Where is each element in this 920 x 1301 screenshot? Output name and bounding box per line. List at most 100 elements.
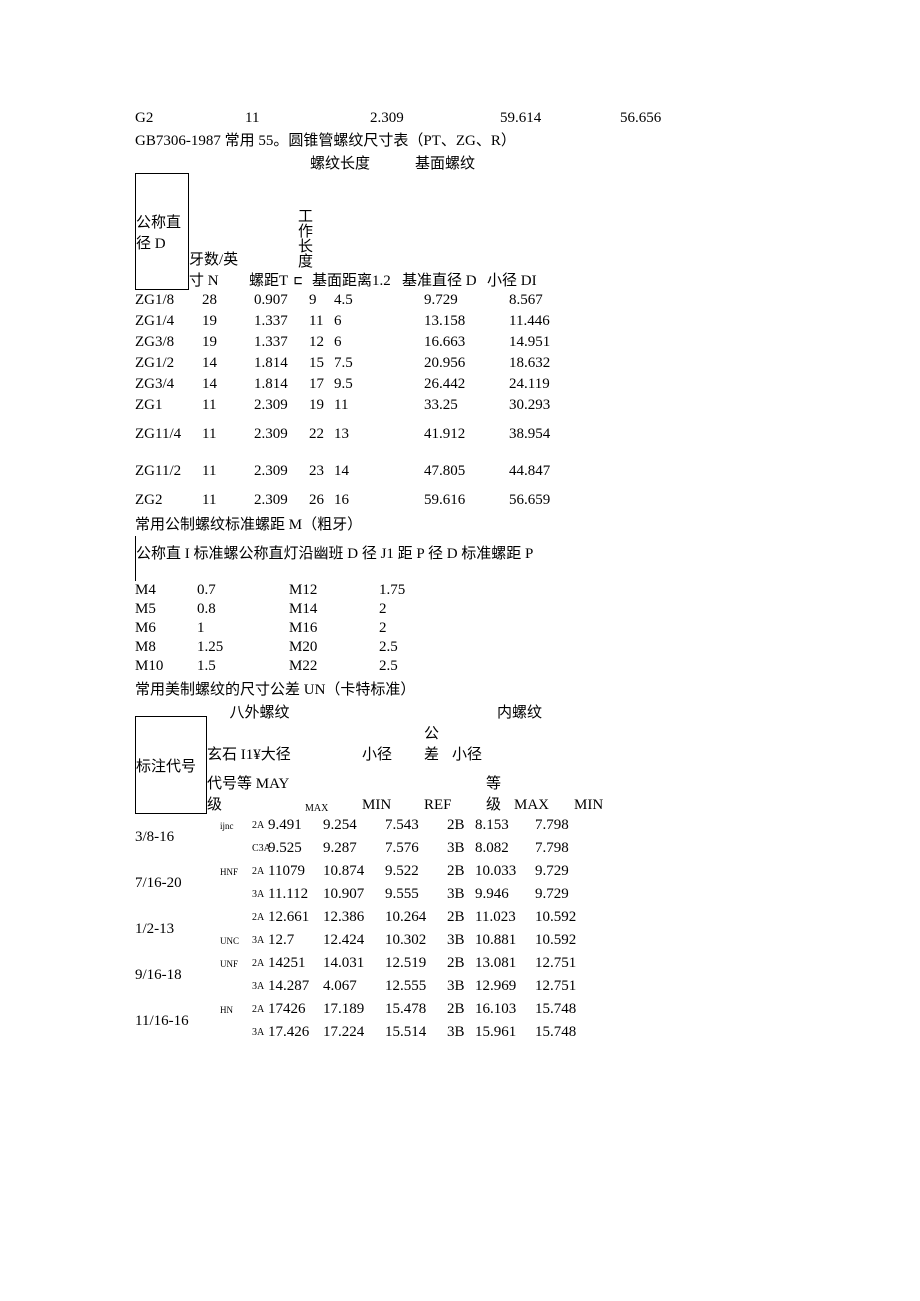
cell: 17.189: [323, 1001, 385, 1018]
cell: 11: [245, 110, 370, 127]
cell: 9: [309, 292, 334, 309]
cell: G2: [135, 110, 245, 127]
cell: 1.814: [254, 355, 309, 372]
cell: 1.337: [254, 313, 309, 330]
cell: 2.309: [254, 492, 309, 509]
cell: ZG1: [135, 397, 202, 414]
cell: 9.5: [334, 376, 424, 393]
cell: 10.592: [535, 932, 590, 949]
table-un: 标注代号 八外螺纹 内螺纹 玄石 I1¥大径 小径 公差 小径 代号等 MAY …: [135, 701, 790, 1044]
cell: 16.663: [424, 334, 509, 351]
table-row: M50.8M142: [135, 600, 790, 619]
cell: 8.153: [475, 817, 535, 834]
table-zg: 螺纹长度 基面螺纹 公称直径 D 牙数/英寸 N 螺距T 工作长度 ⊏ 基面距离…: [135, 152, 790, 511]
cell: 30.293: [509, 397, 589, 414]
cell: 0.8: [197, 601, 289, 618]
cell: 1.814: [254, 376, 309, 393]
cell: 6: [334, 334, 424, 351]
cell: 1.337: [254, 334, 309, 351]
cell: 3B: [447, 886, 475, 903]
cell: 12.555: [385, 978, 447, 995]
cell: ZG3/4: [135, 376, 202, 393]
cell: M6: [135, 620, 197, 637]
label: 小径 DI: [487, 269, 567, 290]
table-row: C3A9.5259.2877.5763B8.0827.798: [220, 837, 790, 860]
cell: 10.264: [385, 909, 447, 926]
table-row: ZG2112.309261659.61656.659: [135, 490, 790, 511]
cell: M14: [289, 601, 379, 618]
cell: 59.614: [500, 110, 620, 127]
cell: 14.287: [268, 978, 323, 995]
un-header: 标注代号 八外螺纹 内螺纹 玄石 I1¥大径 小径 公差 小径 代号等 MAY …: [135, 701, 790, 814]
cell: 16: [334, 492, 424, 509]
cell: 15: [309, 355, 334, 372]
cell: M4: [135, 582, 197, 599]
cell: 2: [379, 601, 449, 618]
cell: 15.748: [535, 1024, 590, 1041]
label: 螺距T: [249, 269, 294, 290]
cell: 1.25: [197, 639, 289, 656]
cell: 3A: [252, 1027, 268, 1038]
un-label: 11/16-16: [135, 1013, 220, 1030]
cell: 3B: [447, 840, 475, 857]
cell: 0.907: [254, 292, 309, 309]
label: 八外螺纹: [207, 701, 312, 722]
remark: ijnc: [220, 821, 252, 831]
label: 代号等 MAY 级: [207, 772, 305, 814]
un-group: 9/16-18UNF2A1425114.03112.5192B13.08112.…: [135, 952, 790, 998]
label: 小径: [452, 743, 512, 764]
cell: 4.5: [334, 292, 424, 309]
cell: 10.874: [323, 863, 385, 880]
table-row: UNF2A1425114.03112.5192B13.08112.751: [220, 952, 790, 975]
cell: 12.7: [268, 932, 323, 949]
cell: 3A: [252, 889, 268, 900]
cell: ZG11/2: [135, 463, 202, 480]
cell: 10.592: [535, 909, 590, 926]
un-group: 7/16-20HNF2A1107910.8749.5222B10.0339.72…: [135, 860, 790, 906]
cell: 17426: [268, 1001, 323, 1018]
table-m: 公称直 I 标准螺公称直灯沿幽班 D 径 J1 距 P 径 D 标准螺距 P M…: [135, 536, 790, 676]
cell: 10.302: [385, 932, 447, 949]
cell: 22: [309, 426, 334, 443]
cell: 0.7: [197, 582, 289, 599]
zg-header: 公称直径 D 牙数/英寸 N 螺距T 工作长度 ⊏ 基面距离1.2 基准直径 D…: [135, 173, 790, 290]
cell: 2.309: [254, 397, 309, 414]
cell: 4.067: [323, 978, 385, 995]
cell: 6: [334, 313, 424, 330]
cell: M10: [135, 658, 197, 675]
page-content: G2 11 2.309 59.614 56.656 GB7306-1987 常用…: [0, 0, 920, 1044]
cell: 14: [202, 376, 254, 393]
upper-label: 基面螺纹: [415, 152, 515, 173]
cell: 12: [309, 334, 334, 351]
cell: 15.961: [475, 1024, 535, 1041]
cell: 26: [309, 492, 334, 509]
table1-row: G2 11 2.309 59.614 56.656: [135, 110, 790, 127]
label: MAX: [305, 803, 315, 814]
cell: 13.081: [475, 955, 535, 972]
label: 小径: [362, 743, 424, 764]
cell: ZG1/4: [135, 313, 202, 330]
cell: 9.729: [424, 292, 509, 309]
label: 公差: [424, 722, 452, 764]
label: 工作长度 ⊏: [294, 208, 312, 290]
cell: 12.751: [535, 978, 590, 995]
box-cell: 公称直径 D: [135, 173, 189, 290]
cell: 11079: [268, 863, 323, 880]
un-label: 1/2-13: [135, 921, 220, 938]
cell: 9.729: [535, 863, 590, 880]
table-row: M81.25M202.5: [135, 638, 790, 657]
cell: 17: [309, 376, 334, 393]
cell: 24.119: [509, 376, 589, 393]
cell: 7.798: [535, 840, 590, 857]
cell: 12.519: [385, 955, 447, 972]
remark: HN: [220, 1005, 252, 1015]
cell: ZG2: [135, 492, 202, 509]
cell: 11: [202, 492, 254, 509]
label: 基准直径 D: [402, 269, 487, 290]
cell: 3B: [447, 932, 475, 949]
table-row: ZG1/2141.814157.520.95618.632: [135, 353, 790, 374]
table-row: ZG11/2112.309231447.80544.847: [135, 453, 790, 490]
cell: 7.5: [334, 355, 424, 372]
cell: 16.103: [475, 1001, 535, 1018]
table-row: ZG11/4112.309221341.91238.954: [135, 416, 790, 453]
